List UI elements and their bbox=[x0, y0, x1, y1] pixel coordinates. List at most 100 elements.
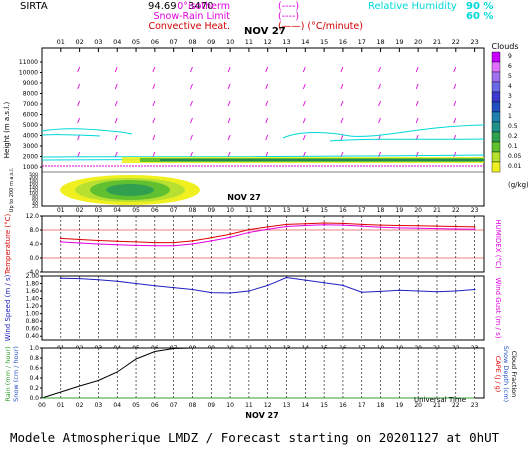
temp-panel-tick-label: 8.0 bbox=[29, 227, 39, 234]
wind-panel-point bbox=[360, 291, 363, 294]
temp-panel-point bbox=[210, 239, 213, 242]
cloud-scale-title: Clouds bbox=[491, 42, 518, 51]
top-hour-tick-label: 14 bbox=[301, 38, 309, 46]
height-tick-label: 11000 bbox=[19, 59, 38, 66]
wind-panel-point bbox=[473, 288, 476, 291]
p1-hour-tick-label: 10 bbox=[226, 207, 234, 214]
cloud-scale-label: 2 bbox=[508, 103, 512, 110]
height-tick-label: 10000 bbox=[19, 70, 38, 77]
temp-panel-point bbox=[135, 244, 137, 247]
humidex-axis-label: HUMIDEX (°C) bbox=[494, 219, 502, 268]
wind-panel-point bbox=[135, 282, 137, 285]
wind-arrow-mark bbox=[227, 66, 231, 73]
wind-speed-axis-label: Wind Speed (m / s) bbox=[4, 274, 12, 341]
wind-panel-tick-label: 1.60 bbox=[26, 288, 40, 295]
cloud-scale-label: 9 bbox=[508, 53, 512, 60]
rh-value-90: 90 % bbox=[466, 1, 493, 12]
wind-panel-point bbox=[436, 290, 438, 293]
rain-panel-tick-label: 0.4 bbox=[29, 375, 39, 382]
bottom-hour-tick-label: 05 bbox=[132, 402, 140, 409]
wind-arrow-mark bbox=[302, 83, 306, 90]
wind-panel-point bbox=[398, 289, 401, 292]
wind-arrow-mark bbox=[378, 66, 381, 73]
top-hour-tick-label: 06 bbox=[151, 38, 159, 46]
wind-arrow-mark bbox=[152, 100, 156, 107]
wind-panel-tick-label: 1.00 bbox=[26, 311, 40, 318]
bottom-hour-tick-label: 12 bbox=[264, 402, 272, 409]
bottom-hour-tick-label: 02 bbox=[76, 402, 84, 409]
p1-hour-tick-label: 02 bbox=[76, 207, 84, 214]
rh-value-60: 60 % bbox=[466, 11, 493, 22]
bottom-hour-tick-label: 22 bbox=[452, 402, 460, 409]
wind-panel-point bbox=[323, 281, 326, 284]
wind-panel-tick-label: 2.00 bbox=[26, 273, 40, 280]
height-tick-label: 3000 bbox=[23, 143, 38, 150]
temp-panel-point bbox=[191, 243, 194, 245]
top-hour-tick-label: 04 bbox=[113, 38, 121, 46]
temp-panel-point bbox=[417, 227, 420, 230]
wind-arrow-mark bbox=[190, 134, 193, 141]
temp-panel-point bbox=[398, 224, 401, 227]
height-tick-label: 180 bbox=[29, 178, 38, 184]
rh-contour bbox=[329, 138, 485, 142]
bottom-hour-tick-label: 17 bbox=[358, 402, 366, 409]
temp-panel-point bbox=[304, 224, 307, 227]
legend: 0°isotherm (----) Snow-Rain Limit (----) Con… bbox=[148, 1, 363, 32]
wind-arrow-mark bbox=[302, 117, 306, 124]
rain-panel-tick-label: 0.0 bbox=[29, 395, 39, 402]
cloud-blob-core bbox=[106, 184, 154, 196]
temp-panel-point bbox=[172, 244, 175, 247]
rh-contour bbox=[282, 124, 485, 139]
height-tick-label: 7000 bbox=[23, 101, 38, 108]
wind-panel-tick-label: 0.40 bbox=[26, 333, 40, 340]
station-coord-overlap: 3470 bbox=[188, 1, 213, 12]
temp-panel-tick-label: 0.0 bbox=[29, 255, 39, 262]
cloud-scale-label: 3 bbox=[508, 93, 512, 100]
p1-hour-tick-label: 17 bbox=[358, 207, 366, 214]
temp-panel-point bbox=[229, 233, 231, 236]
bottom-hour-tick-label: 04 bbox=[113, 402, 121, 409]
cloud-scale-swatch bbox=[491, 61, 501, 73]
bottom-hour-tick-label: 00 bbox=[38, 402, 46, 409]
height-tick-label: 500 bbox=[29, 172, 38, 178]
bottom-hour-tick-label: 23 bbox=[471, 402, 479, 409]
temp-panel-point bbox=[59, 237, 62, 240]
cloud-scale-label: 0.2 bbox=[508, 133, 518, 140]
wind-arrow-mark bbox=[340, 134, 344, 141]
top-hour-tick-label: 07 bbox=[170, 38, 178, 46]
legend-label: Convective Heat. bbox=[148, 21, 230, 32]
rh-label: Relative Humidity bbox=[368, 1, 457, 12]
height-tick-label: 100 bbox=[29, 191, 38, 197]
bottom-hour-tick-label: 19 bbox=[396, 402, 404, 409]
wind-arrow-mark bbox=[114, 66, 118, 73]
rh-contour bbox=[41, 134, 101, 137]
cloud-scale-swatch bbox=[491, 141, 501, 153]
top-hour-tick-label: 15 bbox=[320, 38, 328, 46]
wind-arrow-mark bbox=[77, 117, 81, 124]
bottom-hour-tick-label: 16 bbox=[339, 402, 347, 409]
p1-hour-tick-label: 01 bbox=[57, 207, 65, 214]
temp-panel-point bbox=[360, 225, 363, 228]
wind-arrow-mark bbox=[453, 151, 457, 158]
cloud-scale-unit: (g/kg) bbox=[508, 181, 528, 189]
rh-contour bbox=[41, 154, 485, 158]
cloud-band-core bbox=[160, 159, 484, 161]
rain-panel-series-line bbox=[41, 347, 475, 399]
temp-panel-point bbox=[78, 238, 81, 241]
rain-panel-tick-label: 1.0 bbox=[29, 345, 39, 352]
wind-arrow-mark bbox=[302, 100, 306, 107]
temp-panel-point bbox=[266, 225, 269, 228]
cloud-scale-swatch bbox=[491, 71, 501, 83]
cloud-scale-label: 5 bbox=[508, 73, 512, 80]
top-hour-tick-label: 12 bbox=[264, 38, 272, 46]
wind-arrow-mark bbox=[190, 117, 193, 124]
temp-panel-point bbox=[285, 223, 288, 226]
bottom-hour-tick-label: 11 bbox=[245, 402, 253, 409]
p1-hour-tick-label: 03 bbox=[95, 207, 103, 214]
top-hour-tick-label: 08 bbox=[188, 38, 196, 46]
wind-panel-tick-label: 1.40 bbox=[26, 296, 40, 303]
p1-hour-tick-label: 06 bbox=[151, 207, 159, 214]
p1-hour-tick-label: 11 bbox=[245, 207, 253, 214]
bottom-hour-tick-label: 21 bbox=[433, 402, 441, 409]
